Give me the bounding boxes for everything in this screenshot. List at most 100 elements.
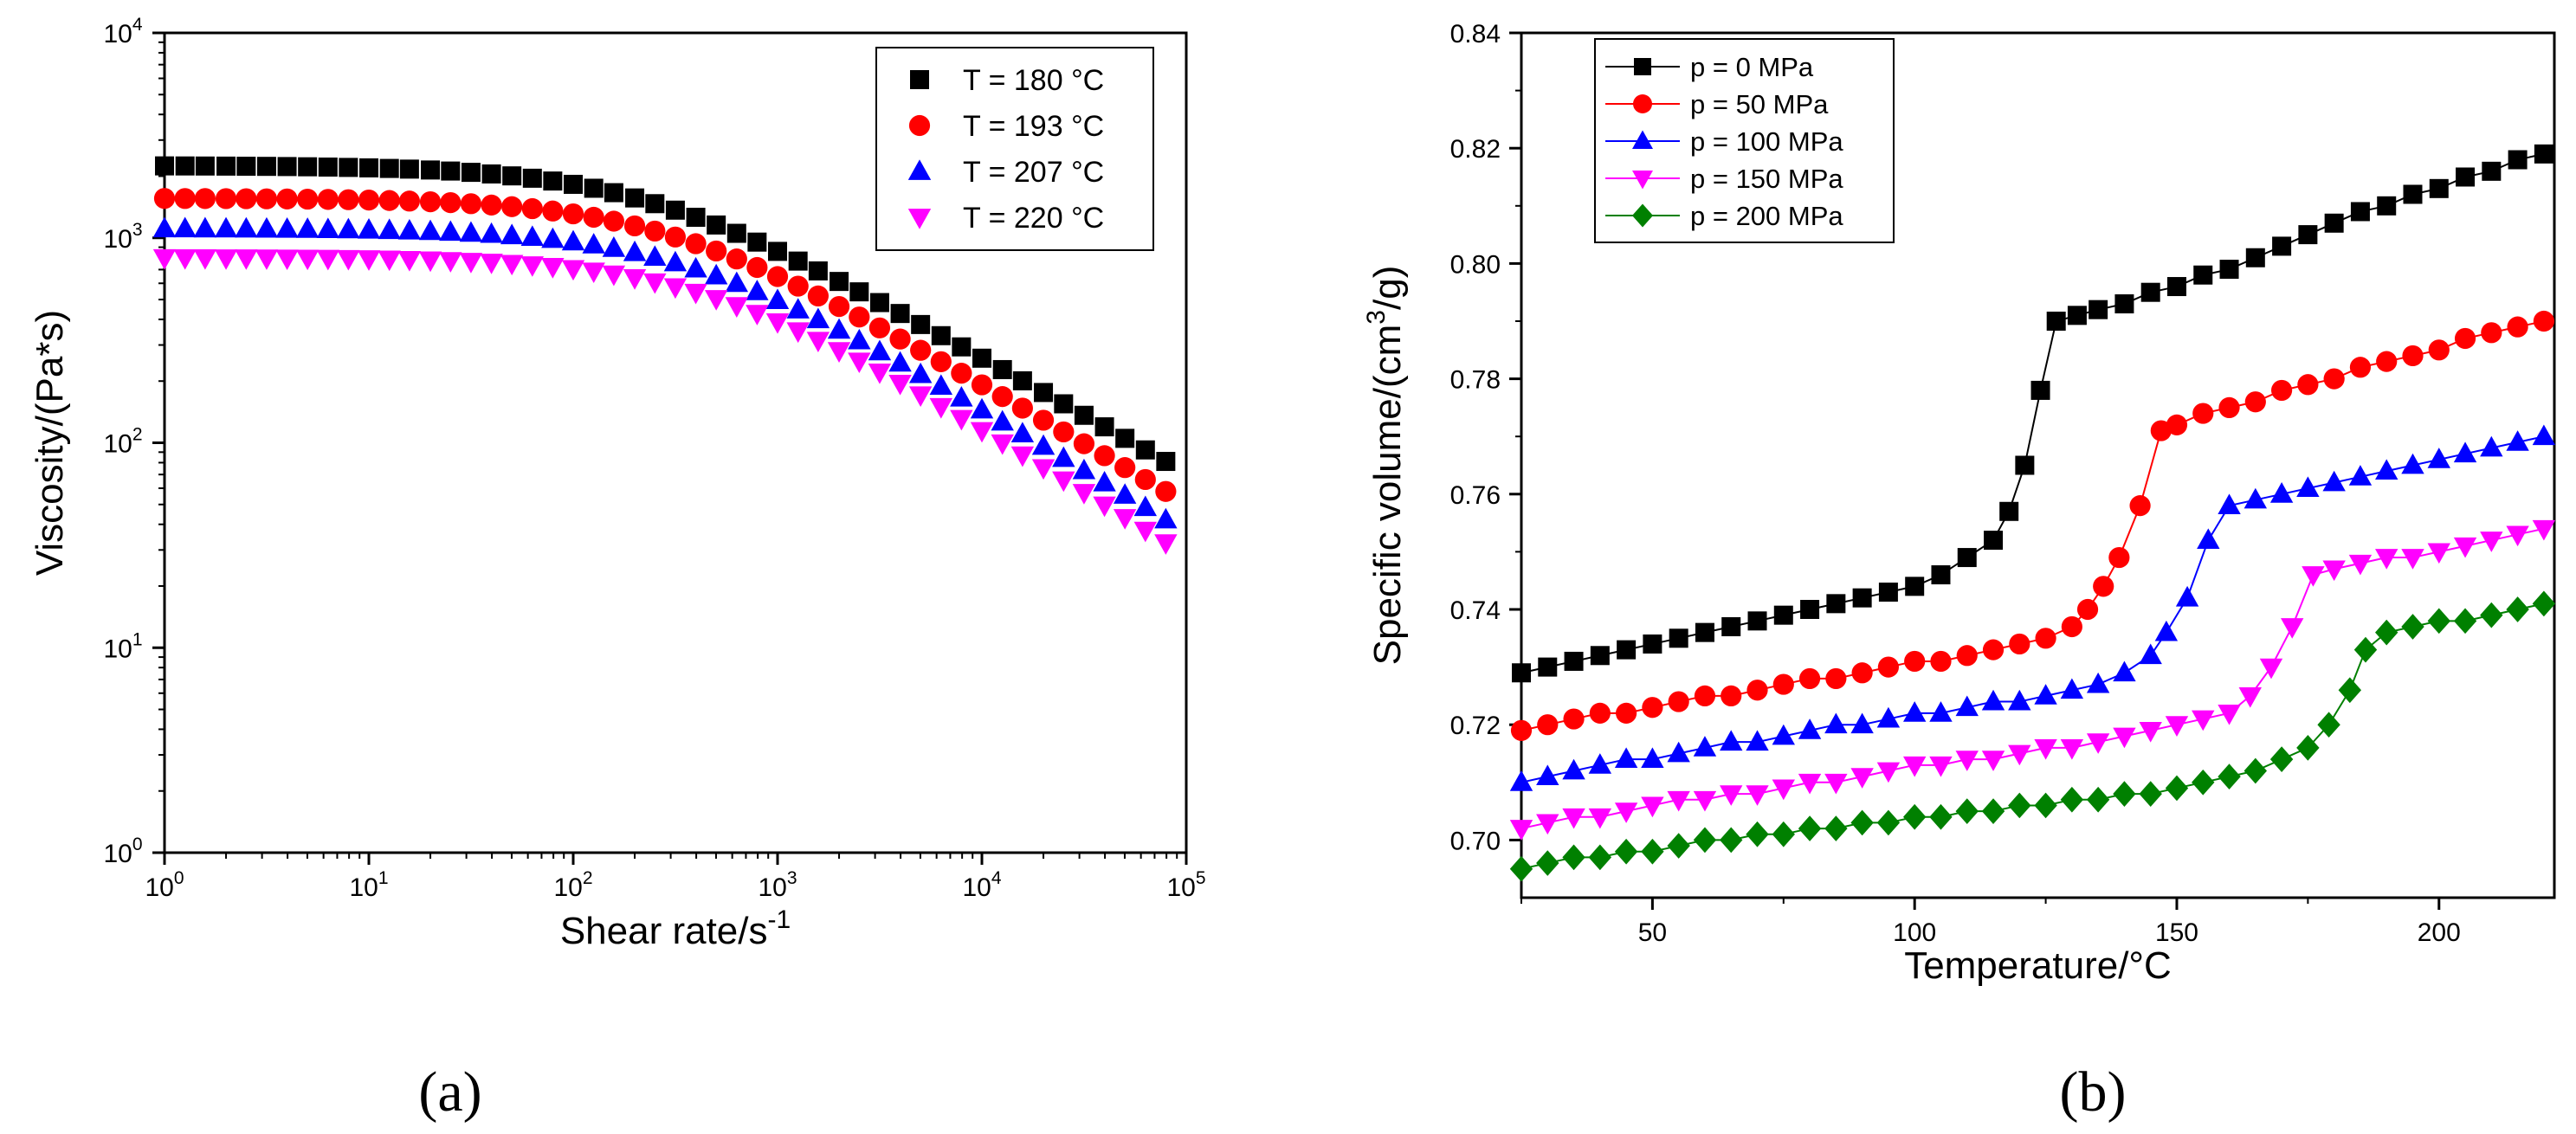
data-point: [500, 255, 524, 276]
data-point: [2060, 786, 2084, 813]
data-point: [1876, 762, 1901, 783]
data-point: [2427, 608, 2450, 635]
data-point: [2192, 710, 2215, 731]
data-point: [236, 157, 256, 177]
data-point: [1133, 495, 1158, 517]
data-point: [173, 216, 197, 238]
data-point: [991, 434, 1014, 455]
data-point: [1588, 753, 1612, 774]
data-point: [2244, 487, 2268, 509]
data-point: [520, 225, 545, 247]
data-point: [806, 307, 830, 329]
data-point: [2086, 672, 2110, 693]
legend-label: T = 193 °C: [963, 110, 1104, 143]
x-tick-label: 105: [1166, 868, 1205, 902]
data-point: [788, 251, 808, 271]
data-point: [704, 290, 728, 311]
data-point: [725, 297, 749, 318]
series-line: [1520, 527, 2545, 830]
data-point: [1536, 764, 1559, 786]
data-point: [2506, 430, 2529, 451]
data-point: [1850, 768, 1874, 789]
data-point: [970, 397, 994, 419]
data-point: [2140, 282, 2160, 302]
data-point: [911, 314, 931, 334]
data-point: [1538, 657, 1558, 677]
series-0: [1512, 144, 2553, 683]
data-point: [1695, 622, 1714, 642]
data-point: [746, 280, 769, 300]
data-point: [152, 248, 177, 270]
data-point: [746, 256, 768, 279]
data-point: [339, 158, 358, 177]
data-point: [725, 271, 749, 293]
data-point: [1824, 712, 1848, 734]
data-point: [1156, 452, 1176, 472]
y-axis-label: Specific volume/(cm3/g): [1362, 266, 1409, 666]
y-tick-label: 0.72: [1450, 712, 1501, 740]
data-point: [1617, 640, 1637, 660]
data-point: [1509, 770, 1533, 791]
legend-marker: [907, 159, 932, 180]
data-point: [582, 233, 605, 254]
data-point: [1800, 600, 1820, 619]
data-point: [849, 306, 870, 328]
data-point: [1563, 708, 1585, 730]
data-point: [2218, 493, 2241, 515]
legend-a: T = 180 °C T = 193 °C T = 207 °C T = 220 °C: [875, 47, 1154, 251]
data-point: [298, 157, 318, 177]
y-tick-label: 0.78: [1450, 366, 1501, 395]
data-point: [2456, 167, 2476, 187]
data-point: [174, 188, 196, 209]
data-point: [521, 197, 543, 220]
panel-label-a: (a): [418, 1060, 481, 1124]
data-point: [849, 282, 869, 302]
data-point: [970, 422, 994, 443]
data-point: [1999, 501, 2019, 521]
data-point: [215, 188, 237, 209]
data-point: [868, 363, 892, 384]
data-point: [1876, 706, 1901, 728]
data-point: [2506, 596, 2529, 622]
x-tick-label: 50: [1638, 918, 1667, 947]
data-point: [1721, 616, 1741, 636]
data-point: [2192, 769, 2215, 796]
series-1: [153, 188, 1177, 502]
data-point: [1955, 695, 1979, 717]
data-point: [1929, 803, 1953, 830]
legend-b: p = 0 MPa p = 50 MPa p = 100 MPa p = 150 MP…: [1594, 38, 1895, 243]
data-point: [952, 337, 972, 357]
data-point: [2238, 687, 2262, 708]
data-point: [908, 386, 933, 407]
data-point: [2218, 764, 2241, 789]
data-point: [2166, 277, 2186, 297]
data-point: [2219, 260, 2239, 280]
data-point: [439, 252, 462, 273]
data-point: [765, 288, 790, 309]
data-point: [1562, 808, 1585, 829]
legend-label: p = 200 MPa: [1690, 201, 1843, 231]
data-point: [1720, 785, 1743, 806]
data-point: [193, 216, 217, 238]
data-point: [623, 215, 646, 237]
data-point: [848, 328, 871, 350]
data-point: [500, 223, 524, 245]
data-point: [1093, 471, 1116, 492]
data-point: [520, 256, 545, 277]
legend-marker: [1633, 94, 1652, 113]
data-point: [931, 325, 951, 345]
data-point: [2165, 716, 2189, 737]
data-point: [1031, 459, 1056, 480]
data-point: [1072, 458, 1096, 480]
data-point: [1772, 673, 1794, 695]
data-point: [2353, 636, 2378, 663]
data-point: [2427, 448, 2450, 468]
data-point: [1720, 730, 1743, 751]
data-point: [2375, 619, 2398, 646]
data-point: [541, 227, 565, 248]
data-point: [930, 351, 952, 372]
legend-marker: [908, 114, 931, 137]
data-point: [2324, 213, 2344, 233]
y-tick-label: 0.74: [1450, 596, 1501, 625]
data-point: [888, 351, 912, 372]
